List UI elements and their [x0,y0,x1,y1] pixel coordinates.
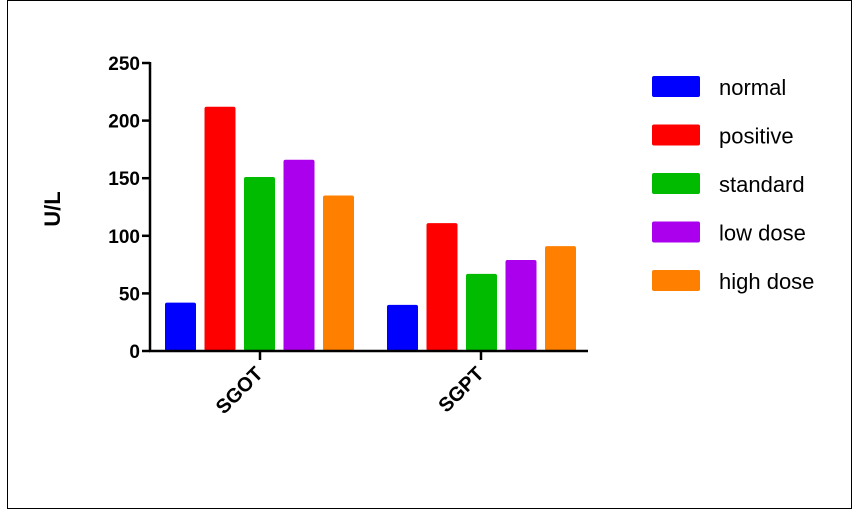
legend-label-high-dose: high dose [719,269,814,294]
bar-sgot-normal [165,302,196,351]
bar-sgpt-standard [466,273,497,351]
bar-sgpt-low-dose [505,259,537,351]
bar-sgot-high-dose [323,195,354,351]
y-tick-label: 0 [129,342,140,363]
legend-swatch-positive [652,124,700,146]
bar-sgot-low-dose [283,159,315,351]
legend-swatch-normal [652,76,700,97]
y-ticks: 0 50 100 150 200 250 [108,54,150,363]
y-axis-label: U/L [40,191,65,226]
y-tick-label: 250 [108,54,140,75]
y-tick-label: 200 [108,112,140,133]
bar-sgot-standard [244,177,275,351]
legend-label-standard: standard [719,172,805,197]
legend-swatch-standard [652,173,700,194]
bar-sgpt-high-dose [545,246,576,351]
bar-sgot-positive [204,106,236,351]
legend-label-positive: positive [719,124,794,149]
legend-label-low-dose: low dose [719,221,806,246]
legend-swatch-low-dose [652,221,700,243]
bar-sgpt-positive [426,223,458,351]
y-tick-label: 50 [119,284,140,305]
legend-swatch-high-dose [652,270,700,291]
y-tick-label: 150 [108,169,140,190]
legend: normal positive standard low dose high dose [652,75,814,294]
x-category-labels: SGOT SGPT [212,351,489,419]
y-tick-label: 100 [108,227,140,248]
legend-label-normal: normal [719,75,786,100]
x-category-label: SGPT [434,363,488,417]
bars-group [165,106,576,351]
x-category-label: SGOT [212,363,268,419]
bar-sgpt-normal [387,304,418,351]
